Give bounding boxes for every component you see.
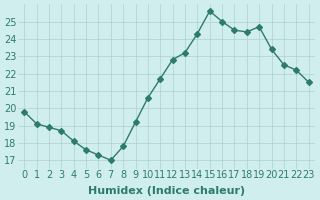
X-axis label: Humidex (Indice chaleur): Humidex (Indice chaleur) — [88, 186, 245, 196]
